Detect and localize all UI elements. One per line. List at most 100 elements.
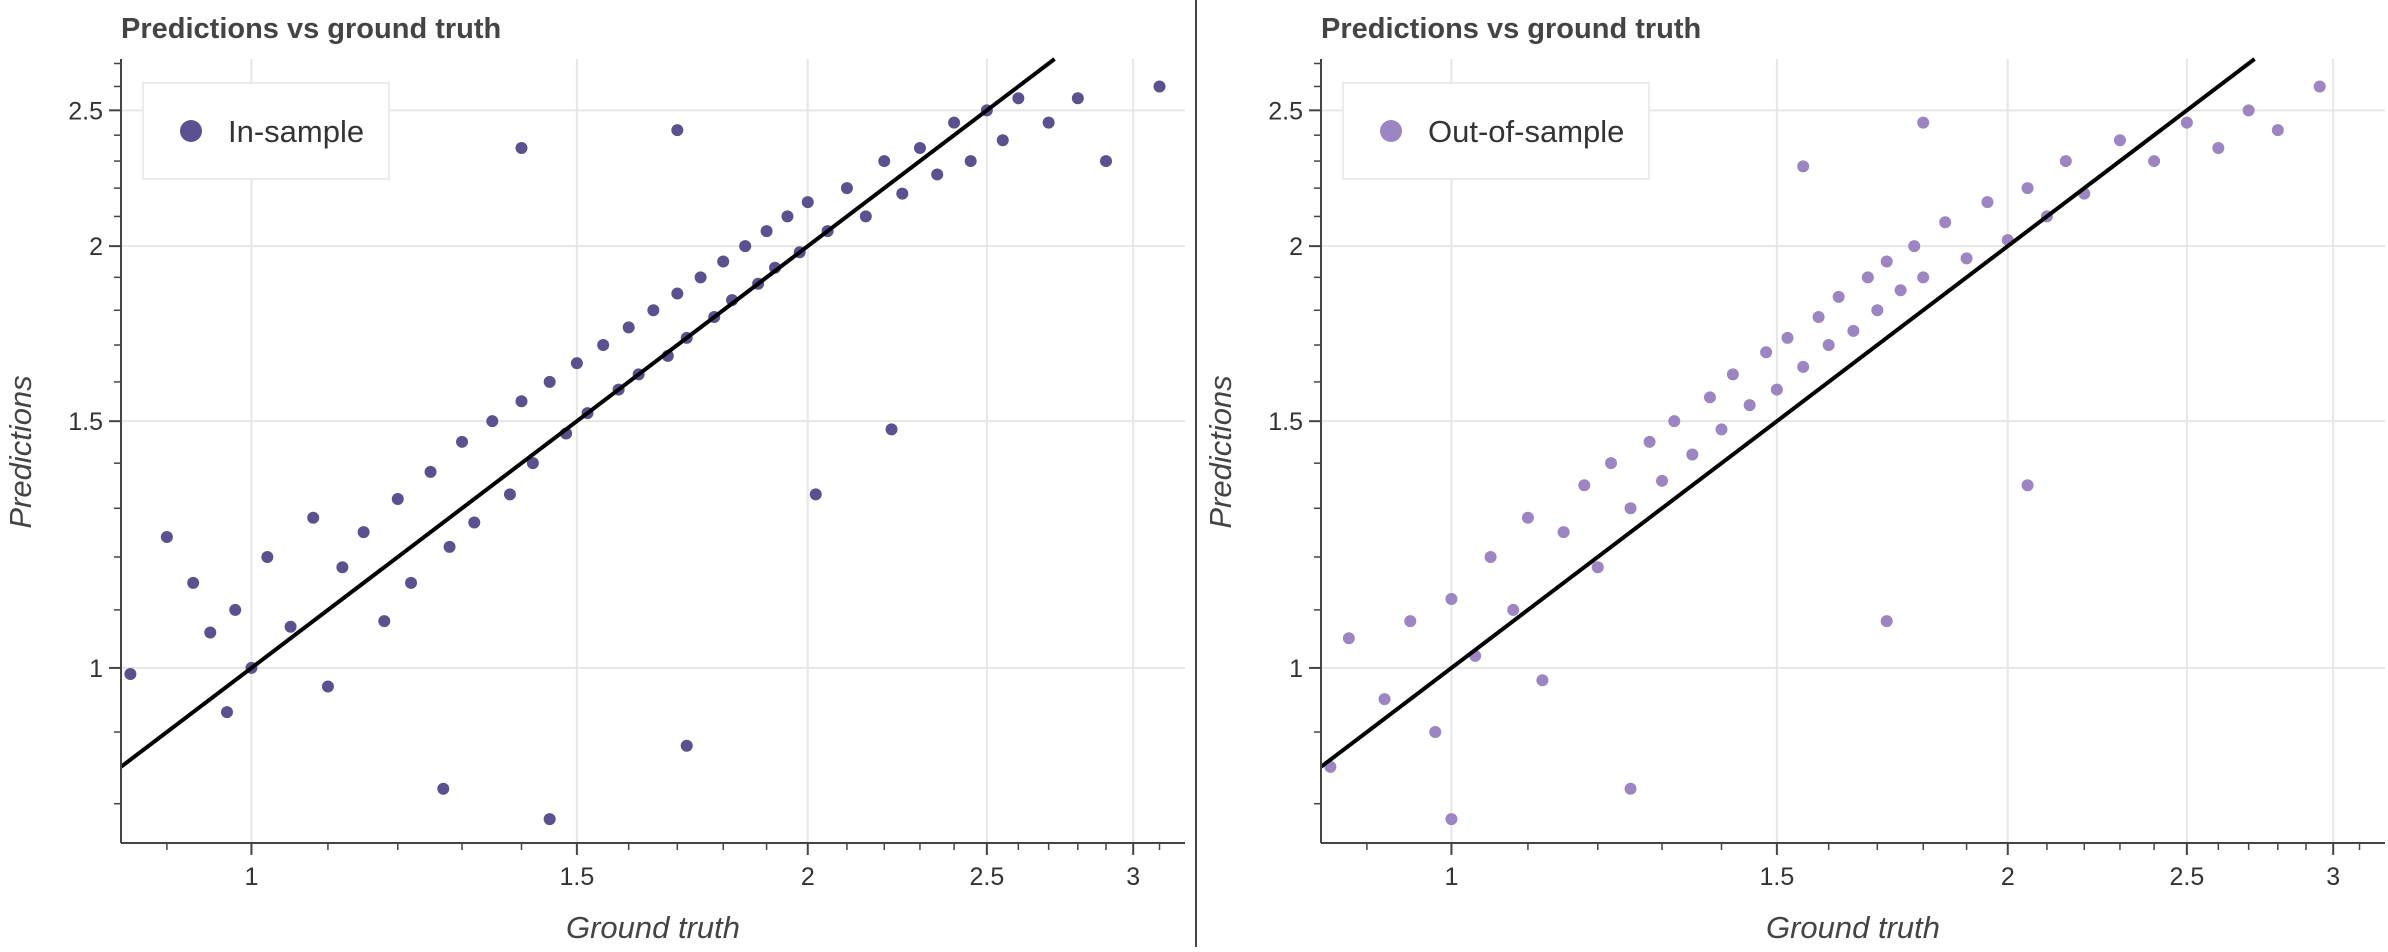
- scatter-points: [1324, 80, 2326, 826]
- scatter-point: [1822, 339, 1835, 352]
- legend-label: Out-of-sample: [1428, 114, 1624, 149]
- scatter-point: [1726, 368, 1739, 381]
- scatter-point: [124, 668, 137, 681]
- scatter-point: [503, 488, 516, 501]
- scatter-point: [2271, 124, 2284, 137]
- scatter-point: [1042, 116, 1055, 129]
- scatter-point: [1908, 240, 1921, 253]
- scatter-point: [1871, 304, 1884, 317]
- y-tick-label: 1.5: [1268, 408, 1303, 436]
- y-tick-label: 1: [1289, 655, 1303, 683]
- grid-lines: [1321, 59, 2385, 843]
- scatter-point: [2021, 479, 2034, 492]
- chart-panel-out-of-sample: Predictions vs ground truth 1 1.5 2 2.5 3 1 1.…: [1200, 0, 2388, 947]
- scatter-point: [160, 531, 173, 544]
- scatter-point: [1099, 155, 1112, 168]
- scatter-point: [1484, 550, 1497, 563]
- scatter-point: [1378, 693, 1391, 706]
- x-tick-label: 1: [1444, 863, 1458, 891]
- scatter-point: [378, 615, 391, 628]
- chart-svg-out-of-sample: Predictions vs ground truth 1 1.5 2 2.5 3 1 1.…: [1203, 13, 2385, 945]
- legend-swatch: [180, 120, 202, 142]
- y-axis-label: Predictions: [1203, 375, 1238, 528]
- y-tick-label: 2.5: [68, 97, 103, 125]
- scatter-point: [1981, 196, 1994, 209]
- scatter-point: [543, 813, 556, 826]
- scatter-point: [680, 739, 693, 752]
- scatter-point: [570, 357, 583, 370]
- scatter-point: [840, 182, 853, 195]
- scatter-point: [781, 210, 794, 223]
- scatter-point: [1703, 391, 1716, 404]
- x-tick-label: 2: [2001, 863, 2015, 891]
- scatter-point: [1342, 632, 1355, 645]
- scatter-point: [1578, 479, 1591, 492]
- scatter-point: [739, 240, 752, 253]
- x-axis-label: Ground truth: [566, 910, 740, 945]
- scatter-point: [859, 210, 872, 223]
- panel-divider: [1195, 0, 1197, 947]
- scatter-point: [1832, 290, 1845, 303]
- scatter-point: [1624, 782, 1637, 795]
- scatter-point: [760, 225, 773, 238]
- scatter-point: [1743, 399, 1756, 412]
- scatter-point: [1812, 311, 1825, 324]
- legend-box: [142, 82, 390, 180]
- scatter-point: [1404, 615, 1417, 628]
- scatter-point: [486, 415, 499, 428]
- scatter-point: [187, 576, 200, 589]
- scatter-point: [1939, 216, 1952, 229]
- scatter-point: [229, 603, 242, 616]
- scatter-point: [809, 488, 822, 501]
- scatter-point: [2212, 141, 2225, 154]
- legend-swatch: [1380, 120, 1402, 142]
- scatter-point: [801, 196, 814, 209]
- scatter-point: [405, 576, 418, 589]
- scatter-point: [1917, 116, 1930, 129]
- scatter-point: [1445, 813, 1458, 826]
- scatter-point: [204, 626, 217, 639]
- scatter-point: [1536, 674, 1549, 687]
- scatter-point: [2059, 155, 2072, 168]
- y-axis-label: Predictions: [3, 375, 38, 528]
- scatter-point-group: [1324, 80, 2326, 826]
- y-tick-label: 2.5: [1268, 97, 1303, 125]
- scatter-point: [1960, 252, 1973, 265]
- chart-title: Predictions vs ground truth: [1321, 13, 1701, 45]
- scatter-point: [1715, 423, 1728, 436]
- scatter-point: [597, 339, 610, 352]
- scatter-point: [1624, 502, 1637, 515]
- scatter-point: [437, 782, 450, 795]
- scatter-point: [468, 516, 481, 529]
- scatter-point: [964, 155, 977, 168]
- y-tick-label: 1: [89, 655, 103, 683]
- scatter-point: [1781, 331, 1794, 344]
- scatter-point: [515, 395, 528, 408]
- y-tick-label: 1.5: [68, 408, 103, 436]
- scatter-point: [996, 134, 1009, 147]
- x-tick-label: 2.5: [969, 863, 1004, 891]
- scatter-points: [124, 80, 1166, 826]
- scatter-point: [671, 124, 684, 137]
- scatter-point: [878, 155, 891, 168]
- scatter-point: [1445, 592, 1458, 605]
- scatter-point: [443, 540, 456, 553]
- scatter-point: [1797, 360, 1810, 373]
- scatter-point: [357, 526, 370, 539]
- scatter-point: [1591, 561, 1604, 574]
- scatter-point-group: [124, 80, 1166, 826]
- scatter-point: [1656, 474, 1669, 487]
- scatter-point: [2180, 116, 2193, 129]
- scatter-point: [526, 457, 539, 470]
- scatter-point: [931, 168, 944, 181]
- x-tick-label: 2.5: [2169, 863, 2204, 891]
- scatter-point: [717, 255, 730, 268]
- scatter-point: [913, 141, 926, 154]
- scatter-point: [948, 116, 961, 129]
- scatter-point: [307, 511, 320, 524]
- y-tick-label: 2: [89, 233, 103, 261]
- axes: 1 1.5 2 2.5 3 1 1.5 2 2.5: [1268, 59, 2385, 891]
- scatter-point: [1894, 284, 1907, 297]
- scatter-point: [1686, 448, 1699, 461]
- identity-line: [119, 57, 1056, 769]
